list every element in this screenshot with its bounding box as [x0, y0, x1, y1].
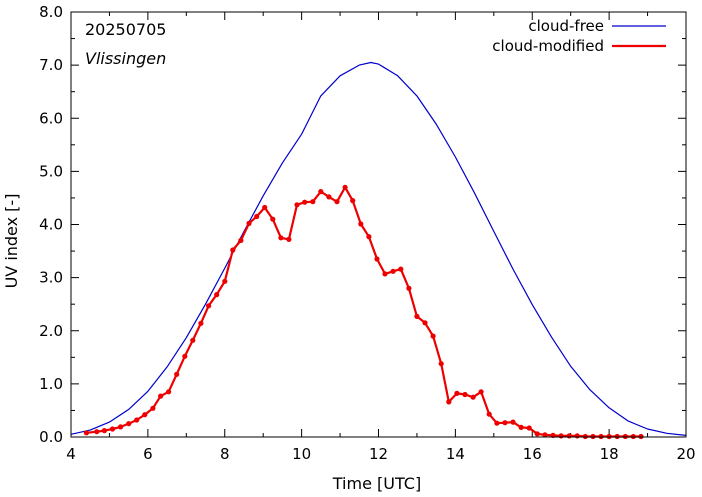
data-point-cloud-modified — [230, 247, 236, 253]
data-point-cloud-modified — [382, 271, 388, 277]
y-axis-title: UV index [-] — [2, 194, 21, 289]
data-point-cloud-modified — [254, 213, 260, 220]
data-point-cloud-modified — [294, 202, 300, 208]
y-tick-label: 8.0 — [39, 3, 63, 21]
series-line-cloud-free — [70, 61, 687, 436]
tick-layer: 4 6 8 10 12 14 16 18 20 0.0 1.0 2.0 3.0 4.0 5.0 6.0 7.0 8… — [39, 3, 695, 463]
data-point-cloud-modified — [326, 194, 332, 200]
data-point-cloud-modified — [526, 425, 532, 431]
legend-label-cloud-modified: cloud-modified — [492, 37, 604, 55]
data-point-cloud-modified — [222, 278, 228, 284]
y-tick-label: 3.0 — [39, 269, 63, 287]
data-point-cloud-modified — [134, 417, 140, 423]
data-point-cloud-modified — [374, 256, 380, 262]
data-point-cloud-modified — [238, 237, 244, 243]
data-point-cloud-modified — [430, 333, 436, 339]
legend-label-cloud-free: cloud-free — [528, 17, 604, 35]
series-layer — [70, 61, 687, 440]
y-tick-label: 6.0 — [39, 109, 63, 127]
y-tick-label: 5.0 — [39, 162, 63, 180]
legend-item-cloud-modified: cloud-modified — [492, 37, 666, 55]
y-tick-label: 7.0 — [39, 56, 63, 74]
data-point-cloud-modified — [246, 220, 252, 226]
x-axis-title: Time [UTC] — [332, 474, 421, 493]
data-point-cloud-modified — [214, 292, 220, 298]
data-point-cloud-modified — [83, 430, 89, 436]
series-line-cloud-modified — [86, 186, 641, 438]
data-point-cloud-modified — [366, 234, 372, 240]
y-tick-label: 2.0 — [39, 322, 63, 340]
data-point-cloud-modified — [262, 204, 268, 211]
data-point-cloud-modified — [101, 428, 107, 434]
x-tick-label: 20 — [676, 445, 695, 463]
data-point-cloud-modified — [206, 303, 212, 309]
data-point-cloud-modified — [414, 313, 420, 319]
data-point-cloud-modified — [470, 394, 476, 400]
data-point-cloud-modified — [390, 268, 396, 274]
x-tick-label: 8 — [220, 445, 230, 463]
data-point-cloud-modified — [398, 266, 404, 272]
data-point-cloud-modified — [566, 433, 572, 439]
data-point-cloud-modified — [126, 421, 132, 427]
data-point-cloud-modified — [342, 184, 348, 190]
y-tick-label: 0.0 — [39, 428, 63, 446]
data-point-cloud-modified — [438, 361, 444, 367]
data-point-cloud-modified — [334, 199, 340, 205]
data-point-cloud-modified — [150, 405, 156, 411]
data-point-cloud-modified — [94, 429, 100, 435]
data-point-cloud-modified — [118, 424, 124, 430]
data-point-cloud-modified — [574, 433, 580, 439]
data-point-cloud-modified — [494, 420, 500, 426]
data-point-cloud-modified — [350, 198, 356, 204]
data-point-cloud-modified — [318, 189, 324, 195]
data-point-cloud-modified — [310, 199, 316, 205]
data-point-cloud-modified — [486, 411, 492, 417]
data-point-cloud-modified — [534, 431, 540, 437]
data-point-cloud-modified — [502, 420, 508, 426]
data-point-cloud-modified — [109, 426, 116, 432]
data-point-cloud-modified — [142, 412, 148, 418]
data-point-cloud-modified — [166, 389, 172, 395]
x-tick-label: 14 — [446, 445, 465, 463]
data-point-cloud-modified — [462, 391, 468, 398]
x-tick-label: 10 — [292, 445, 311, 463]
data-point-cloud-modified — [302, 199, 308, 205]
x-tick-label: 6 — [143, 445, 153, 463]
data-point-cloud-modified — [454, 390, 460, 396]
data-point-cloud-modified — [558, 433, 564, 439]
data-point-cloud-modified — [406, 285, 412, 291]
data-point-cloud-modified — [446, 399, 452, 405]
plot-frame — [70, 11, 687, 438]
x-tick-label: 12 — [369, 445, 388, 463]
data-point-cloud-modified — [198, 320, 204, 326]
data-point-cloud-modified — [278, 235, 284, 241]
x-tick-label: 18 — [600, 445, 619, 463]
data-point-cloud-modified — [270, 216, 276, 222]
y-tick-label: 1.0 — [39, 375, 63, 393]
location-label: Vlissingen — [85, 49, 166, 68]
data-point-cloud-modified — [510, 419, 516, 425]
data-point-cloud-modified — [190, 337, 196, 343]
date-label: 20250705 — [85, 20, 166, 39]
x-tick-label: 16 — [523, 445, 542, 463]
data-point-cloud-modified — [478, 389, 484, 395]
data-point-cloud-modified — [518, 424, 524, 430]
data-point-cloud-modified — [182, 353, 188, 359]
data-point-cloud-modified — [158, 393, 164, 399]
data-point-cloud-modified — [174, 371, 180, 377]
x-tick-label: 4 — [66, 445, 76, 463]
data-point-cloud-modified — [542, 432, 548, 438]
legend-item-cloud-free: cloud-free — [528, 17, 666, 35]
y-tick-label: 4.0 — [39, 216, 63, 234]
legend: cloud-free cloud-modified — [492, 17, 666, 55]
data-point-cloud-modified — [286, 236, 292, 242]
data-point-cloud-modified — [422, 320, 428, 326]
data-point-cloud-modified — [358, 221, 364, 227]
